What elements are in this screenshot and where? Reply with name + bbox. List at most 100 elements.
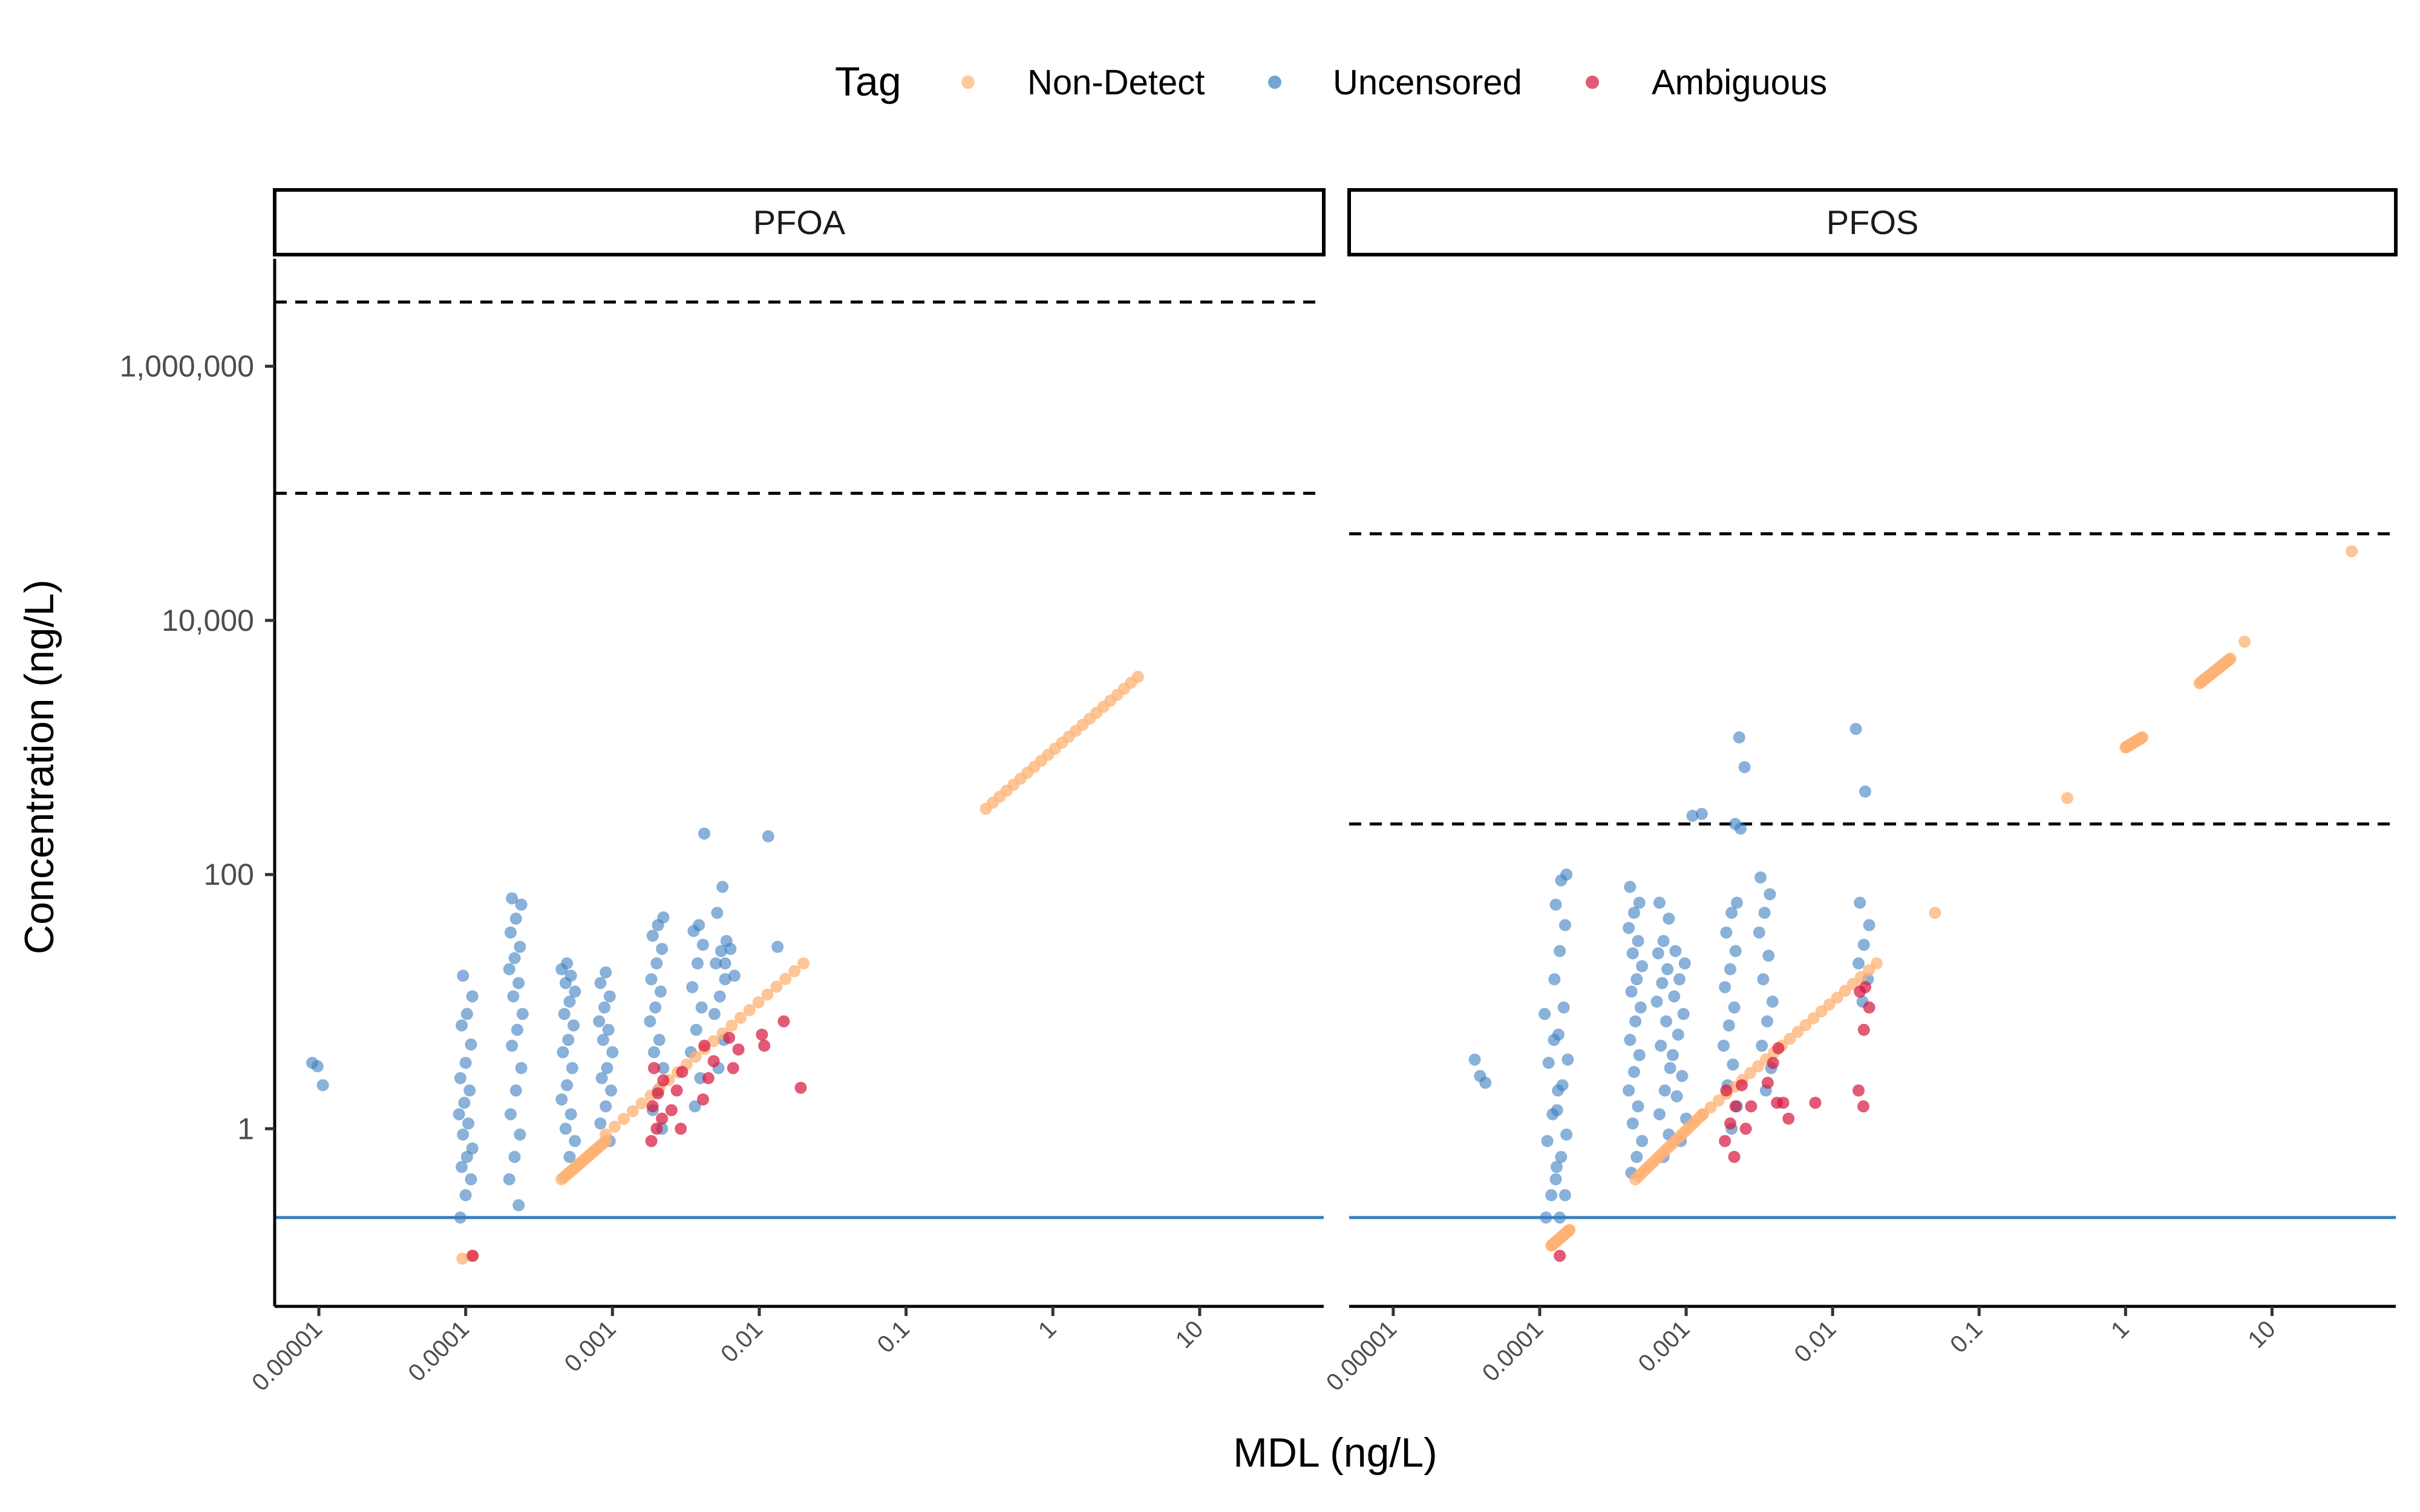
point-uncensored [564,969,577,982]
legend-label-uncensored: Uncensored [1333,63,1522,102]
point-non-detect [743,1004,756,1017]
point-non-detect [689,1051,702,1063]
point-uncensored [1761,1015,1773,1028]
point-uncensored [557,1046,569,1058]
point-uncensored [711,907,724,919]
point-uncensored [457,1128,469,1141]
point-uncensored [567,1019,580,1032]
point-non-detect [1704,1101,1717,1113]
point-uncensored [508,952,521,965]
y-axis-title: Concentration (ng/L) [16,579,62,954]
point-uncensored [1655,1040,1667,1052]
point-ambiguous [657,1074,670,1087]
point-uncensored [1548,973,1561,986]
point-uncensored [598,1001,611,1014]
point-uncensored [514,940,526,953]
point-uncensored [597,1034,609,1046]
point-uncensored [1557,1001,1570,1014]
point-uncensored [1725,907,1738,919]
point-uncensored [1766,996,1779,1008]
x-axis-pfos: 0.00001 0.0001 0.001 0.01 0.1 1 10 [1321,1305,2396,1396]
point-ambiguous [676,1066,688,1078]
point-non-detect [1799,1018,1812,1031]
point-uncensored [1686,809,1699,822]
point-uncensored [458,1097,471,1109]
legend: Tag Non-Detect Uncensored Ambiguous [835,59,1827,105]
point-uncensored [508,1150,521,1163]
point-uncensored [509,1084,522,1097]
point-ambiguous [1772,1042,1785,1055]
point-uncensored [457,969,469,982]
point-uncensored [719,957,731,969]
point-ambiguous [732,1043,745,1056]
point-ambiguous [756,1028,768,1041]
point-uncensored [713,990,726,1003]
point-uncensored [1857,939,1870,951]
point-non-detect [707,1035,720,1048]
point-uncensored [688,1100,701,1113]
point-uncensored [696,939,709,951]
point-non-detect [1696,1108,1709,1121]
point-uncensored [602,1023,615,1036]
point-ambiguous [1719,1135,1732,1147]
point-uncensored [1724,963,1736,976]
point-ambiguous [1739,1123,1752,1135]
x-tick-label: 0.1 [1945,1315,1987,1358]
point-uncensored [708,1008,721,1020]
point-uncensored [1677,1008,1690,1020]
point-uncensored [715,945,727,957]
point-uncensored [569,1135,581,1147]
point-ambiguous [466,1250,479,1262]
point-uncensored [649,1001,662,1014]
point-non-detect [1807,1012,1820,1025]
point-uncensored [645,973,658,986]
point-uncensored [1727,1058,1739,1071]
point-uncensored [657,911,670,924]
point-uncensored [463,1084,476,1097]
point-uncensored [1562,1053,1574,1066]
point-uncensored [1549,898,1562,911]
point-ambiguous [1554,1250,1566,1262]
point-uncensored [1554,945,1566,957]
point-uncensored [1669,945,1682,957]
point-uncensored [1554,1211,1566,1224]
facet-strip-pfoa: PFOA [273,188,1326,256]
x-tick-label: 0.01 [716,1315,768,1367]
point-uncensored [1560,1128,1573,1141]
point-uncensored [1670,1090,1683,1103]
point-uncensored [695,1001,708,1014]
point-ambiguous [794,1081,807,1094]
x-tick-label: 0.001 [1634,1315,1695,1377]
point-uncensored [566,1062,578,1075]
point-uncensored [600,966,612,979]
point-uncensored [657,1062,670,1075]
point-uncensored [503,963,515,976]
point-uncensored [506,892,518,905]
point-uncensored [1634,1001,1647,1014]
point-uncensored [1626,947,1639,960]
point-uncensored [503,1173,515,1185]
point-uncensored [594,1117,607,1130]
point-non-detect [1752,1060,1765,1072]
x-tick-label: 0.00001 [1321,1315,1402,1396]
point-ambiguous [665,1104,678,1116]
point-ambiguous [1761,1077,1774,1089]
point-uncensored [693,919,705,931]
y-tick-label: 1 [237,1112,254,1145]
point-uncensored [647,1046,660,1058]
point-uncensored [698,827,711,840]
point-ambiguous [652,1087,664,1100]
point-ambiguous [697,1093,710,1106]
point-uncensored [1757,973,1770,986]
point-uncensored [653,1034,666,1046]
x-axis-title: MDL (ng/L) [1233,1430,1437,1476]
y-tick-label: 100 [204,858,254,891]
point-uncensored [1552,1028,1565,1041]
point-uncensored [1756,1040,1768,1052]
point-ambiguous [1729,1100,1742,1113]
point-non-detect [1854,971,1867,983]
point-uncensored [1630,973,1643,986]
point-uncensored [1539,1008,1551,1020]
point-uncensored [1636,1135,1649,1147]
point-non-detect [770,980,783,993]
